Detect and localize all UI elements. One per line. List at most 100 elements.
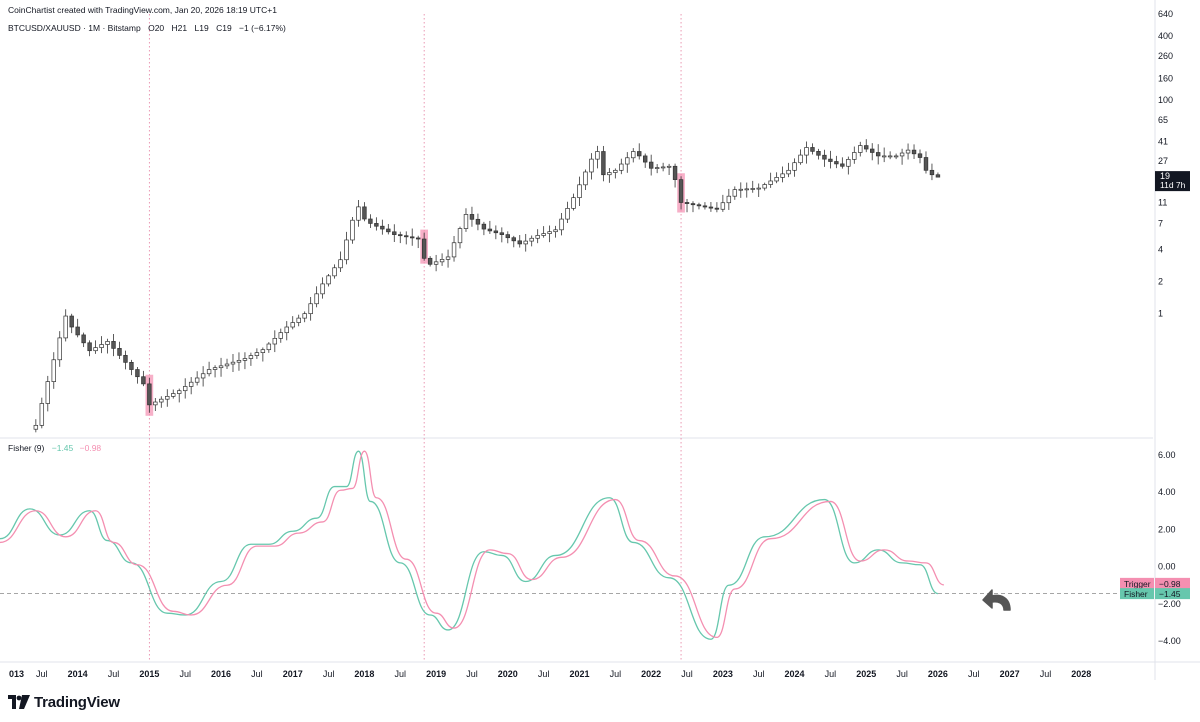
- candle-body: [63, 315, 68, 339]
- candle-body: [194, 377, 200, 383]
- candle-body: [631, 151, 636, 159]
- fisher-tick-label: 6.00: [1158, 450, 1176, 460]
- candle-body: [404, 235, 409, 238]
- candle-body: [774, 177, 779, 182]
- candle-body: [188, 381, 194, 387]
- time-tick-label: 2027: [1000, 669, 1020, 679]
- candle-body: [559, 218, 564, 231]
- candle-body: [858, 145, 863, 153]
- time-tick-label: Jul: [466, 669, 478, 679]
- fisher-axis-label-name: Fisher: [1124, 589, 1148, 599]
- time-tick-label: Jul: [825, 669, 837, 679]
- candle-body: [57, 337, 62, 361]
- candle-body: [380, 225, 385, 230]
- trigger-axis-label: Trigger −0.98: [1120, 577, 1190, 589]
- candle-body: [750, 188, 755, 190]
- ohlc-change: −1 (−6.17%): [239, 23, 286, 33]
- candle-body: [123, 355, 128, 363]
- candle-body: [696, 204, 702, 207]
- symbol-name[interactable]: BTCUSD/XAUUSD · 1M · Bitstamp: [8, 23, 141, 33]
- candle-body: [469, 214, 475, 220]
- candle-body: [99, 344, 104, 348]
- candle-body: [571, 197, 576, 209]
- candle-body: [852, 152, 857, 160]
- time-axis: 013 Jul 2014 Jul 2015 Jul 2016 Jul 2017 Jul 2018 Ju…: [9, 669, 1091, 679]
- candle-body: [206, 369, 212, 375]
- candle-body: [93, 347, 98, 352]
- candle-body: [457, 228, 463, 244]
- time-tick-label: Jul: [896, 669, 908, 679]
- candle-body: [272, 337, 278, 345]
- candle-body: [338, 259, 343, 269]
- candle-body: [248, 355, 254, 359]
- candle-body: [929, 169, 935, 176]
- price-tick-label: 65: [1158, 115, 1168, 125]
- candle-body: [159, 398, 164, 403]
- candle-body: [51, 359, 56, 382]
- candle-body: [147, 383, 152, 406]
- candle-body: [870, 148, 875, 153]
- time-tick-label: 2023: [713, 669, 733, 679]
- candle-body: [362, 206, 367, 220]
- candle-body: [523, 240, 528, 245]
- candle-body: [577, 184, 582, 199]
- fisher-line: [0, 450, 939, 640]
- time-tick-label: 2017: [283, 669, 303, 679]
- candle-body: [834, 161, 839, 165]
- cycle-marker-lines: [148, 14, 682, 662]
- candle-body: [643, 155, 648, 163]
- candle-body: [792, 162, 797, 171]
- price-axis: 640400260160100654127191174211911d 7h: [1155, 9, 1190, 319]
- candle-body: [637, 151, 642, 157]
- candle-body: [171, 393, 176, 397]
- candle-body: [224, 363, 230, 367]
- candle-body: [308, 303, 313, 315]
- indicator-name[interactable]: Fisher (9): [8, 443, 45, 453]
- time-tick-label: 2026: [928, 669, 948, 679]
- time-tick-label: Jul: [323, 669, 335, 679]
- candle-body: [780, 173, 785, 178]
- candle-body: [887, 155, 893, 158]
- candle-body: [917, 153, 923, 158]
- symbol-legend: BTCUSD/XAUUSD · 1M · Bitstamp O20 H21 L1…: [8, 23, 291, 33]
- tradingview-logo[interactable]: TradingView: [8, 692, 120, 712]
- candle-body: [595, 151, 600, 160]
- candle-body: [726, 195, 732, 204]
- price-tick-label: 41: [1158, 136, 1168, 146]
- candle-body: [738, 188, 743, 191]
- candle-body: [708, 206, 714, 209]
- fisher-tick-label: 4.00: [1158, 487, 1176, 497]
- candle-body: [212, 367, 218, 370]
- price-tick-label: 400: [1158, 31, 1173, 41]
- candle-body: [200, 373, 206, 379]
- price-tick-label: 11: [1158, 197, 1167, 207]
- candle-body: [433, 261, 439, 265]
- brand-name: TradingView: [34, 693, 120, 711]
- fisher-tick-label: 2.00: [1158, 524, 1176, 534]
- candle-body: [481, 223, 487, 230]
- candle-body: [236, 360, 242, 363]
- candle-body: [33, 424, 39, 430]
- candle-body: [816, 151, 821, 156]
- candle-body: [690, 203, 696, 206]
- ohlc-open: O20: [148, 23, 165, 33]
- ohlc-close: C19: [216, 23, 232, 33]
- candle-body: [828, 158, 833, 162]
- candle-body: [141, 376, 146, 385]
- curved-arrow-icon: [982, 589, 1011, 611]
- fisher-tick-label: −4.00: [1158, 636, 1181, 646]
- candle-body: [427, 257, 433, 265]
- candle-body: [374, 223, 379, 227]
- time-tick-label: Jul: [968, 669, 980, 679]
- candle-body: [648, 161, 654, 169]
- price-tick-label: 640: [1158, 9, 1173, 19]
- time-tick-label: 2024: [785, 669, 805, 679]
- fisher-tick-label: 0.00: [1158, 562, 1176, 572]
- time-tick-label: 2019: [426, 669, 446, 679]
- trigger-axis-label-name-box: [1120, 577, 1154, 589]
- candle-body: [39, 403, 45, 426]
- candle-body: [153, 401, 158, 406]
- candle-body: [541, 233, 546, 236]
- candle-body: [230, 361, 236, 365]
